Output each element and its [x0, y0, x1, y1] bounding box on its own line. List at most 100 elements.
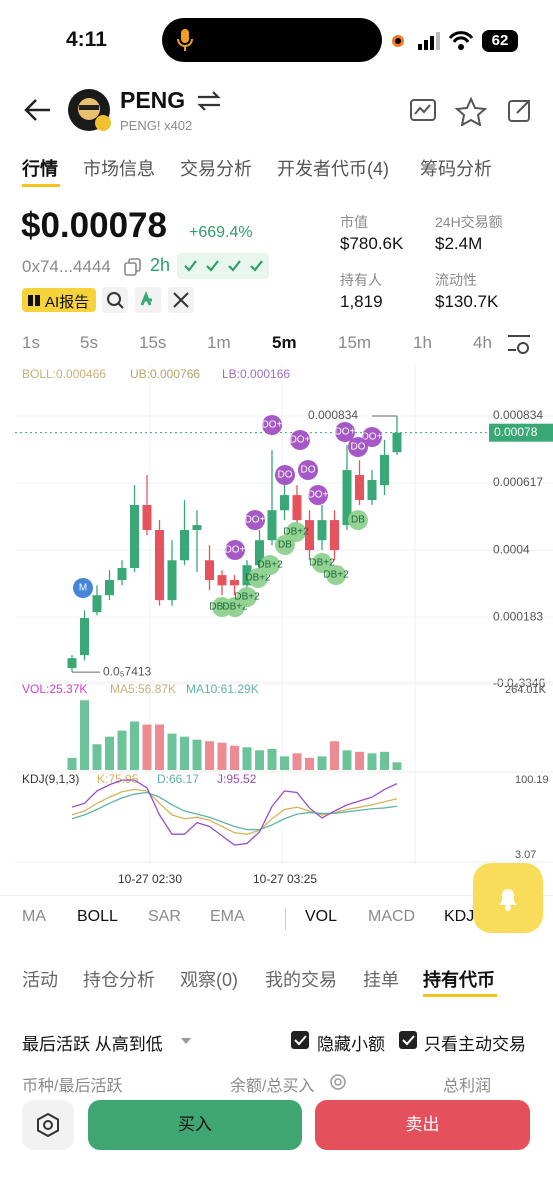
back-button[interactable]: [22, 96, 54, 124]
candle-body: [267, 510, 277, 541]
social-icons[interactable]: [102, 287, 196, 313]
swap-icon[interactable]: [196, 90, 222, 112]
candle-body: [230, 580, 239, 586]
settings-button[interactable]: [22, 1100, 74, 1150]
trade-marker-label: DO: [351, 442, 366, 453]
stat-value: 1,819: [340, 292, 383, 311]
interval[interactable]: 1h: [413, 333, 432, 352]
tab[interactable]: 行情: [22, 159, 58, 179]
copy-icon[interactable]: [124, 258, 142, 276]
price: $0.00078: [21, 206, 167, 245]
trade-marker: [286, 522, 306, 542]
clock: 4:11: [66, 28, 107, 51]
interval[interactable]: 1m: [207, 333, 231, 352]
interval[interactable]: 15s: [139, 333, 167, 352]
token-symbol: PENG: [120, 87, 186, 113]
interval[interactable]: 5m: [272, 333, 297, 352]
trade-marker-label: DO+: [362, 432, 383, 443]
volume-bar: [180, 736, 189, 770]
indicator-tab[interactable]: EMA: [210, 908, 245, 925]
volume-legend: MA5:56.87K: [110, 682, 176, 696]
trade-marker: [312, 553, 332, 573]
sell-button[interactable]: 卖出: [315, 1100, 530, 1150]
stat-label: 持有人: [340, 272, 382, 288]
candle-body: [305, 520, 314, 551]
bottom-tab[interactable]: 活动: [22, 970, 58, 990]
indicator-tab[interactable]: MACD: [368, 908, 416, 925]
candle-body: [67, 658, 77, 669]
tab[interactable]: 交易分析: [180, 159, 252, 179]
volume-bar: [92, 744, 102, 770]
candle-body: [392, 432, 402, 453]
candle-body: [292, 495, 302, 521]
x-tick-label: 10-27 03:25: [253, 872, 317, 886]
volume-bar: [317, 756, 327, 770]
indicator-tab[interactable]: KDJ: [444, 908, 475, 925]
stat-value: $2.4M: [435, 234, 483, 253]
header-actions[interactable]: [408, 96, 532, 126]
volume-bar: [217, 742, 227, 770]
interval[interactable]: 15m: [338, 333, 372, 352]
y-tick-label: 0.000617: [493, 475, 543, 489]
volume-bar: [255, 750, 264, 770]
trade-marker-label: DB+2: [309, 558, 335, 569]
trade-marker: [362, 427, 382, 447]
checkbox[interactable]: [399, 1031, 419, 1051]
buy-button[interactable]: 买入: [88, 1100, 302, 1150]
y-tick-label: 0.000183: [493, 609, 543, 623]
kdj-legend: J:95.52: [217, 772, 257, 786]
ai-icon: [28, 295, 40, 306]
volume-bar: [130, 721, 139, 770]
trade-marker: [262, 415, 282, 435]
y-tick-label: -0.0₄3346: [493, 676, 546, 690]
trade-marker: [260, 555, 280, 575]
trade-marker: [326, 565, 346, 585]
trade-marker-label: DB: [278, 540, 292, 551]
price-change: +669.4%: [189, 224, 253, 241]
volume-bar: [305, 757, 314, 770]
volume-bar: [105, 736, 114, 770]
bottom-tab[interactable]: 我的交易: [265, 970, 337, 990]
volume-legend: MA10:61.29K: [186, 682, 259, 696]
checkbox[interactable]: [291, 1031, 311, 1051]
ai-report-badge[interactable]: [22, 288, 96, 312]
trade-marker: [308, 485, 328, 505]
trade-marker-label: DB+2: [257, 560, 283, 571]
volume-bar: [380, 751, 389, 770]
interval[interactable]: 1s: [22, 333, 40, 352]
trade-marker-label: DO+: [262, 420, 283, 431]
indicator-tab[interactable]: BOLL: [77, 908, 118, 925]
bottom-tab[interactable]: 持有代币: [423, 970, 495, 990]
trade-marker: [73, 578, 93, 598]
bottom-tab[interactable]: 持仓分析: [83, 970, 155, 990]
volume-bar: [330, 741, 339, 770]
indicator-tab[interactable]: VOL: [305, 908, 338, 925]
tab[interactable]: 开发者代币(4): [277, 159, 389, 179]
bottom-tab[interactable]: 挂单: [363, 970, 399, 990]
stat-value: $130.7K: [435, 292, 499, 311]
interval[interactable]: 4h: [473, 333, 492, 352]
kdj-line: [71, 779, 398, 846]
bottom-tab[interactable]: 观察(0): [180, 970, 238, 990]
candle-body: [192, 525, 202, 531]
sort-select[interactable]: 最后活跃 从高到低: [22, 1035, 163, 1054]
indicator-tab[interactable]: MA: [22, 908, 46, 925]
tab[interactable]: 筹码分析: [420, 159, 492, 179]
indicator-tab[interactable]: SAR: [148, 908, 181, 925]
column-header: 余额/总买入: [230, 1078, 315, 1095]
chart-settings[interactable]: [506, 330, 532, 356]
low-label: 0.0₅7413: [103, 664, 152, 678]
interval[interactable]: 5s: [80, 333, 98, 352]
volume-bar: [280, 756, 289, 770]
candle-body: [255, 540, 264, 566]
kdj-line: [71, 791, 398, 831]
settings-icon: [37, 1112, 59, 1138]
candle-body: [367, 479, 377, 501]
trade-marker: [348, 437, 368, 457]
stat-value: $780.6K: [340, 234, 404, 253]
trade-marker: [335, 422, 355, 442]
tab[interactable]: 市场信息: [83, 159, 155, 179]
trade-marker-label: DO: [301, 465, 316, 476]
battery: 62: [482, 30, 518, 52]
